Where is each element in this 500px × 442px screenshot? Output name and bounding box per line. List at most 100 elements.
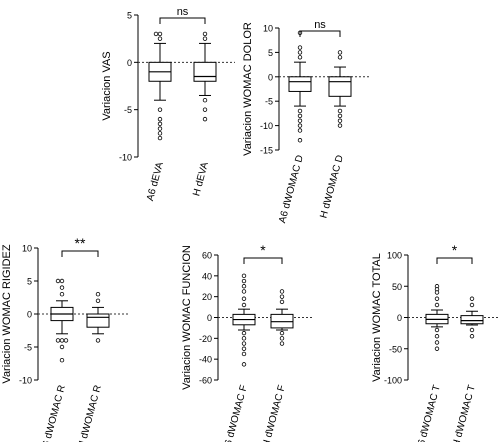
outlier-point [202, 36, 208, 41]
y-tick-label: 0 [27, 310, 32, 320]
outlier-point [297, 50, 303, 55]
y-axis-label: Variacion VAS [101, 51, 113, 120]
outlier-point [241, 273, 247, 279]
outlier-point [241, 302, 247, 308]
category-label: A6 dWOMAC D [277, 154, 306, 224]
outlier-point [157, 126, 163, 131]
outlier-point [337, 108, 343, 114]
chart-panel-4: 60 40 20 0 -20 -40 -60 Variacion WOMAC FUNCION A… [181, 242, 312, 442]
outlier-point [241, 351, 247, 357]
outlier-point [279, 341, 285, 346]
box-2: H dWOMAC R [76, 292, 110, 442]
outlier-point [157, 135, 163, 141]
y-axis-label: Variacion WOMAC RIGIDEZ [1, 244, 13, 383]
outlier-point [241, 284, 247, 289]
y-axis-label: Variacion WOMAC FUNCION [181, 245, 193, 390]
category-label: A6 dEVA [145, 161, 166, 203]
outlier-point [157, 36, 163, 41]
outlier-point [241, 278, 247, 284]
significance-label: * [260, 242, 266, 258]
outlier-point [337, 55, 343, 60]
significance-label: * [452, 242, 458, 258]
y-tick-label: 20 [202, 292, 212, 302]
y-tick-label: 5 [27, 277, 32, 287]
y-tick-label: -50 [389, 344, 402, 354]
category-label: H dWOMAC D [318, 154, 345, 220]
outlier-point [95, 292, 101, 297]
outlier-point [297, 118, 303, 123]
y-tick-label: 100 [387, 251, 402, 261]
outlier-point [337, 123, 343, 128]
outlier-point [469, 296, 475, 301]
outlier-point [434, 334, 440, 339]
outlier-point [157, 31, 163, 37]
box-2: H dWOMAC F [261, 289, 294, 442]
significance-label: ns [177, 6, 189, 18]
significance-bracket [436, 257, 473, 264]
outlier-point [241, 346, 247, 351]
y-tick-label: 60 [202, 251, 212, 261]
outlier-point [202, 97, 208, 103]
outlier-point [297, 45, 303, 50]
outlier-point [59, 292, 65, 297]
significance-label: ** [75, 235, 86, 251]
y-tick-label: -100 [384, 376, 402, 386]
y-tick-label: 0 [397, 313, 402, 323]
y-tick-label: 0 [268, 72, 273, 82]
significance-label: ns [314, 19, 326, 31]
outlier-point [55, 338, 61, 343]
outlier-point [55, 278, 61, 284]
significance-bracket [61, 250, 99, 257]
outlier-point [95, 338, 101, 343]
outlier-point [337, 113, 343, 119]
category-label: A6 dWOMAC F [221, 384, 249, 442]
chart-panel-2: 10 5 0 -5 -10 -15 Variacion WOMAC DOLOR A6 dWOM… [242, 19, 370, 224]
outlier-point [95, 298, 101, 303]
y-tick-label: 10 [263, 24, 273, 34]
category-label: H dEVA [191, 161, 211, 198]
outlier-point [157, 107, 163, 112]
outlier-point [434, 327, 440, 333]
category-label: H dWOMAC F [261, 384, 288, 442]
outlier-point [297, 113, 303, 119]
box-iqr [460, 315, 484, 325]
chart-panel-1: 5 0 -5 -10 Variacion VAS A6 dEVA H dEVA ns [101, 6, 235, 202]
category-label: H dWOMAC R [76, 384, 103, 442]
outlier-point [434, 290, 440, 295]
category-label: H dWOMAC T [451, 384, 478, 442]
outlier-point [434, 296, 440, 301]
box-1: A6 dWOMAC F [221, 273, 256, 442]
box-2: H dWOMAC D [318, 50, 352, 220]
box-iqr [288, 76, 312, 92]
outlier-point [434, 346, 440, 351]
box-iqr [86, 313, 110, 328]
outlier-point [469, 327, 475, 333]
outlier-point [434, 302, 440, 308]
outlier-point [59, 285, 65, 290]
significance-bracket [159, 17, 206, 24]
y-tick-label: 5 [268, 48, 273, 58]
outlier-point [297, 123, 303, 128]
outlier-point [202, 107, 208, 112]
y-tick-label: 5 [127, 11, 132, 21]
outlier-point [469, 302, 475, 308]
y-tick-label: 0 [207, 313, 212, 323]
outlier-point [434, 340, 440, 345]
box-1: A6 dWOMAC D [277, 30, 312, 224]
y-tick-label: -10 [119, 153, 132, 163]
outlier-point [59, 358, 65, 363]
outlier-point [59, 278, 65, 284]
outlier-point [297, 55, 303, 60]
outlier-point [202, 31, 208, 37]
outlier-point [297, 108, 303, 114]
y-tick-label: -60 [199, 376, 212, 386]
outlier-point [279, 336, 285, 341]
outlier-point [297, 128, 303, 133]
outlier-point [59, 344, 65, 350]
outlier-point [202, 116, 208, 122]
outlier-point [241, 289, 247, 294]
outlier-point [279, 299, 285, 305]
outlier-point [63, 338, 69, 343]
outlier-point [241, 330, 247, 336]
outlier-point [279, 289, 285, 294]
